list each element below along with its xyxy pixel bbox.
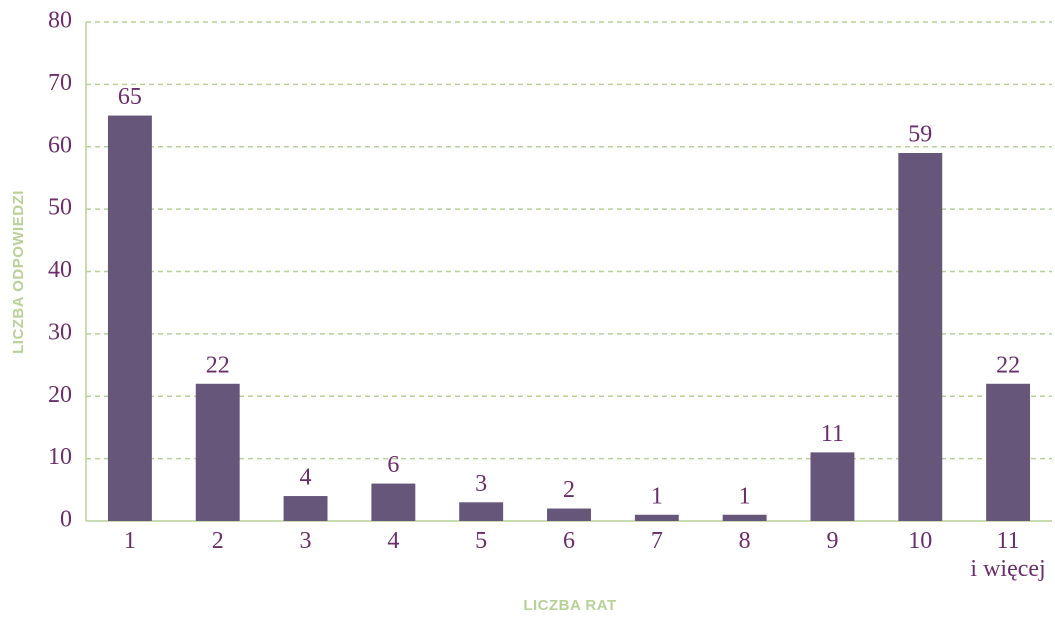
bar xyxy=(371,483,416,521)
x-tick-label: 8 xyxy=(738,528,751,554)
x-tick-label: 6 xyxy=(563,528,575,554)
x-tick-label: 2 xyxy=(211,528,224,554)
y-tick-label: 10 xyxy=(48,444,72,470)
x-tick-label: 5 xyxy=(475,528,488,554)
bar xyxy=(722,514,767,521)
data-label: 11 xyxy=(821,421,844,447)
y-tick-label: 0 xyxy=(60,507,72,533)
bar xyxy=(898,152,943,522)
x-tick-label: 4 xyxy=(387,528,400,554)
x-tick-label: 1 xyxy=(123,528,136,554)
bar xyxy=(283,496,328,521)
y-tick-label: 20 xyxy=(48,382,72,408)
data-label: 3 xyxy=(475,471,487,497)
y-tick-label: 30 xyxy=(48,319,72,345)
y-tick-label: 70 xyxy=(48,70,72,96)
y-axis-title: LICZBA ODPOWIEDZI xyxy=(10,190,27,354)
x-tick-label: 7 xyxy=(650,528,663,554)
bar xyxy=(986,383,1031,521)
bar xyxy=(547,508,591,521)
bar xyxy=(107,115,152,521)
y-tick-label: 60 xyxy=(48,132,72,158)
x-tick-label: 10 xyxy=(908,528,933,554)
bar xyxy=(810,452,855,521)
y-tick-label: 50 xyxy=(48,195,72,221)
bar xyxy=(195,383,240,521)
bar xyxy=(634,514,679,521)
x-tick-label: 3 xyxy=(299,528,312,554)
x-tick-label: 11 i więcej xyxy=(970,528,1046,582)
data-label: 2 xyxy=(563,477,575,503)
data-label: 6 xyxy=(387,452,399,478)
data-label: 1 xyxy=(651,483,663,509)
x-axis-title: LICZBA RAT xyxy=(523,597,616,614)
x-tick-label: 9 xyxy=(826,528,839,554)
data-label: 22 xyxy=(996,352,1020,378)
data-label: 1 xyxy=(739,483,751,509)
y-tick-label: 80 xyxy=(48,8,72,34)
data-label: 22 xyxy=(206,352,230,378)
bar xyxy=(459,502,504,521)
data-label: 4 xyxy=(300,465,312,491)
data-label: 65 xyxy=(118,84,142,110)
y-tick-label: 40 xyxy=(48,257,72,283)
data-label: 59 xyxy=(908,121,932,147)
